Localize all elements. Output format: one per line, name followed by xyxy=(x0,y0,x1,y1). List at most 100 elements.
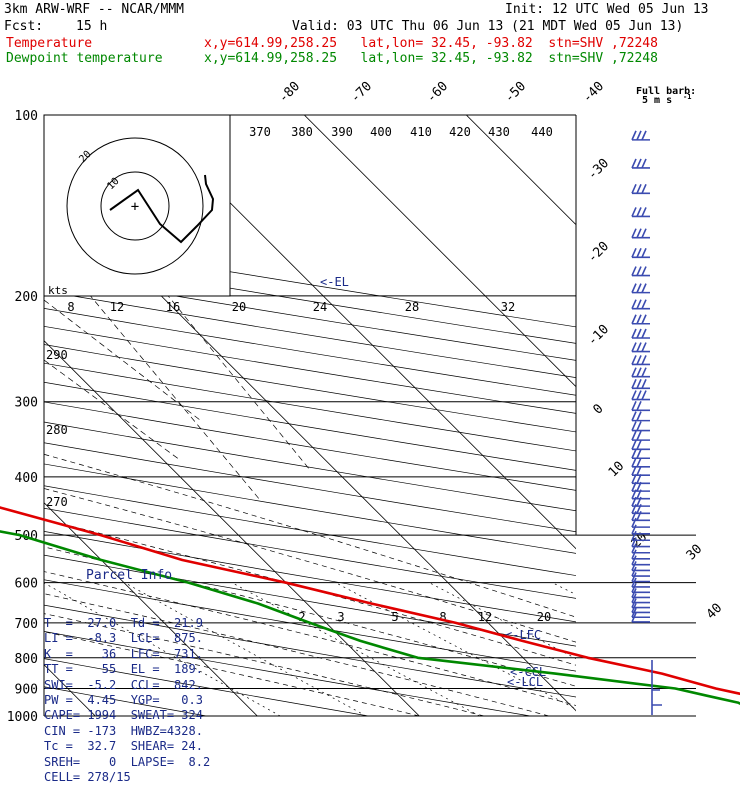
isotherm-label: 0 xyxy=(590,401,606,417)
wind-barb-flag xyxy=(642,284,646,293)
level-annotation: <-EL xyxy=(320,275,349,289)
wind-barb-flag xyxy=(637,431,641,440)
level-annotation: <-LCL xyxy=(507,675,543,689)
hodograph-units: kts xyxy=(48,284,68,297)
parcel-info-row: CAPE= 1994 SWEAT= 324 xyxy=(44,708,234,723)
upper-scale-label: 16 xyxy=(166,300,180,314)
wind-barb-flag xyxy=(632,343,636,352)
wind-legend-unit: 5 m s xyxy=(642,95,672,106)
upper-scale-label: 12 xyxy=(110,300,124,314)
parcel-info-row: SREH= 0 LAPSE= 8.2 xyxy=(44,755,234,770)
wind-barb-flag xyxy=(637,458,641,467)
mixing-ratio-label: 20 xyxy=(537,610,551,624)
mixing-ratio-label: 8 xyxy=(439,610,446,624)
isotherm-label: -70 xyxy=(348,79,375,106)
upper-scale-label: 24 xyxy=(313,300,327,314)
isotherm-label: -20 xyxy=(585,239,612,266)
wind-barb-flag xyxy=(637,229,641,238)
parcel-info-row: PW = 4.45 YGP= 0.3 xyxy=(44,693,234,708)
wind-barb-flag xyxy=(642,329,646,338)
wind-barb-flag xyxy=(637,248,641,257)
wind-legend-exponent: -1 xyxy=(683,93,691,101)
wind-barb-flag xyxy=(642,159,646,168)
parcel-info-row: Tc = 32.7 SHEAR= 24. xyxy=(44,739,234,754)
isotherm-label: -60 xyxy=(424,79,451,106)
wind-barb-flag xyxy=(632,207,636,216)
wind-barb-flag xyxy=(632,159,636,168)
wind-barb-flag xyxy=(632,315,636,324)
parcel-info-row: SWI= -5.2 CCL= 842. xyxy=(44,678,234,693)
isotherm-label: 10 xyxy=(606,459,628,481)
wind-barb-flag xyxy=(637,131,641,140)
wind-barb-flag xyxy=(632,355,636,364)
wind-barb-flag xyxy=(637,440,641,449)
theta-label: 400 xyxy=(370,125,392,139)
wind-barb-flag xyxy=(632,284,636,293)
theta-label: 390 xyxy=(331,125,353,139)
isotherm-label: -80 xyxy=(276,79,303,106)
wind-barb-flag xyxy=(637,368,641,377)
wind-barb-flag xyxy=(642,355,646,364)
isotherm-label: -40 xyxy=(580,79,607,106)
wind-barb-flag xyxy=(637,379,641,388)
parcel-info-row: K = 36 LFC= 731. xyxy=(44,647,234,662)
wind-barb-flag xyxy=(637,284,641,293)
parcel-info-row: LI = -8.3 LCL= 875. xyxy=(44,631,234,646)
wind-barb-flag xyxy=(642,391,646,400)
pressure-label: 900 xyxy=(15,682,38,697)
wind-barb-flag xyxy=(642,184,646,193)
isotherm-label: -50 xyxy=(502,79,529,106)
wind-barb-flag xyxy=(637,343,641,352)
wind-barb-flag xyxy=(632,300,636,309)
isotherm-label: 40 xyxy=(704,601,726,623)
wind-barb-flag xyxy=(632,440,636,449)
parcel-info-title: Parcel Info xyxy=(44,568,234,583)
wind-barb-flag xyxy=(637,315,641,324)
pressure-label: 1000 xyxy=(7,710,38,725)
wind-barb-flag xyxy=(632,458,636,467)
wind-barb-flag xyxy=(632,131,636,140)
parcel-info-row: CELL= 278/15 xyxy=(44,770,234,785)
pressure-label: 700 xyxy=(15,617,38,632)
isotherm-line xyxy=(628,115,740,716)
wind-barb-flag xyxy=(637,355,641,364)
wind-barb-flag xyxy=(637,412,641,421)
hodograph-side-label: 280 xyxy=(46,423,68,437)
upper-scale-label: 20 xyxy=(232,300,246,314)
wind-barb-flag xyxy=(632,412,636,421)
hodograph-side-label: 270 xyxy=(46,495,68,509)
wind-barb-flag xyxy=(632,229,636,238)
isotherm-label: -30 xyxy=(585,156,612,183)
wind-barb-flag xyxy=(642,207,646,216)
wind-barb-flag xyxy=(632,248,636,257)
parcel-info-row: CIN = -173 HWBZ=4328. xyxy=(44,724,234,739)
wind-barb-flag xyxy=(632,329,636,338)
wind-barb-flag xyxy=(637,267,641,276)
wind-barb-flag xyxy=(637,422,641,431)
wind-barb-flag xyxy=(637,329,641,338)
theta-label: 380 xyxy=(291,125,313,139)
pressure-label: 300 xyxy=(15,396,38,411)
wind-barb-flag xyxy=(642,267,646,276)
upper-scale-label: 8 xyxy=(67,300,74,314)
parcel-info-row: T = 27.0 Td = 21.9 xyxy=(44,616,234,631)
pressure-label: 200 xyxy=(15,290,38,305)
wind-barb-flag xyxy=(642,131,646,140)
theta-label: 420 xyxy=(449,125,471,139)
wind-barb-flag xyxy=(637,300,641,309)
wind-barb-flag xyxy=(632,391,636,400)
wind-barb-flag xyxy=(642,229,646,238)
wind-barb-flag xyxy=(642,248,646,257)
upper-scale-label: 32 xyxy=(501,300,515,314)
wind-barb-flag xyxy=(637,184,641,193)
wind-barb-flag xyxy=(632,184,636,193)
wind-barb-flag xyxy=(632,368,636,377)
wind-barb-flag xyxy=(637,159,641,168)
pressure-label: 800 xyxy=(15,652,38,667)
mixing-ratio-label: 3 xyxy=(337,610,344,624)
theta-label: 370 xyxy=(249,125,271,139)
theta-label: 430 xyxy=(488,125,510,139)
pressure-label: 400 xyxy=(15,471,38,486)
pressure-label: 100 xyxy=(15,109,38,124)
